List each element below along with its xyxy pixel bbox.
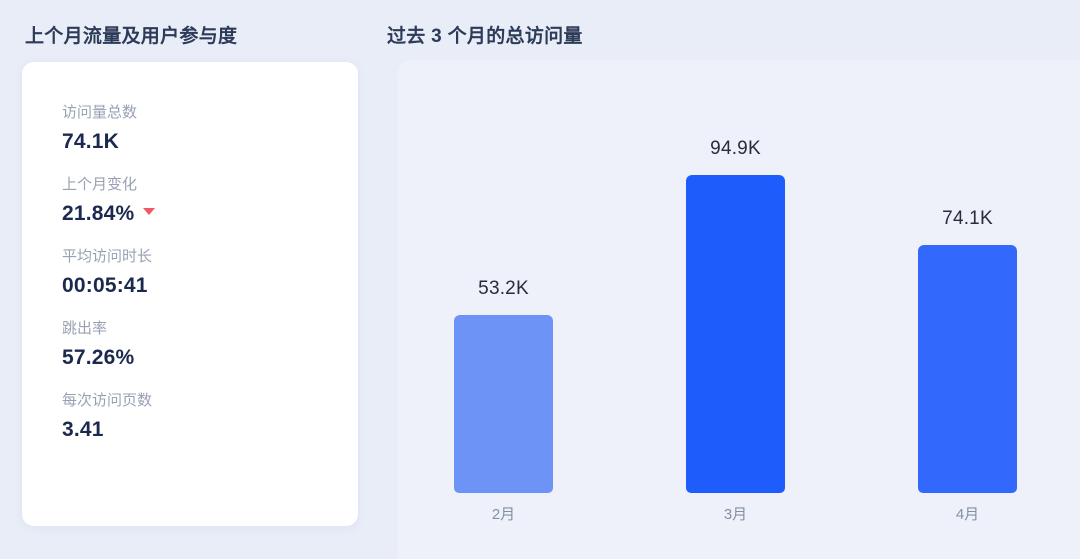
stat-item: 每次访问页数 3.41 bbox=[62, 391, 318, 443]
stat-value: 00:05:41 bbox=[62, 274, 148, 297]
stat-label: 上个月变化 bbox=[62, 176, 138, 193]
stats-card: 访问量总数 74.1K 上个月变化 21.84% 平均访问时长 00:05:41 跳出率 57… bbox=[22, 62, 358, 526]
stat-label: 每次访问页数 bbox=[62, 392, 153, 409]
bar-group: 74.1K 4月 bbox=[918, 208, 1017, 525]
chart-title: 过去 3 个月的总访问量 bbox=[387, 26, 583, 47]
stat-item: 跳出率 57.26% bbox=[62, 319, 318, 371]
bar-chart-plot-area: 53.2K 2月 94.9K 3月 74.1K 4月 bbox=[454, 138, 1017, 525]
bar-value-label: 53.2K bbox=[478, 278, 529, 299]
bar[interactable] bbox=[454, 315, 553, 493]
stat-value: 21.84% bbox=[62, 200, 318, 227]
trend-down-icon bbox=[143, 208, 156, 215]
stat-label: 跳出率 bbox=[62, 320, 108, 337]
stat-item: 平均访问时长 00:05:41 bbox=[62, 247, 318, 299]
bar[interactable] bbox=[686, 175, 785, 493]
bar-value-label: 74.1K bbox=[942, 208, 993, 229]
stat-value: 3.41 bbox=[62, 418, 104, 441]
bar-month-label: 2月 bbox=[491, 506, 516, 523]
bar-group: 94.9K 3月 bbox=[686, 138, 785, 525]
stat-label: 访问量总数 bbox=[62, 104, 138, 121]
stat-label: 平均访问时长 bbox=[62, 248, 153, 265]
left-section-title: 上个月流量及用户参与度 bbox=[25, 26, 238, 47]
bar-chart: 53.2K 2月 94.9K 3月 74.1K 4月 bbox=[398, 60, 1080, 559]
bar-month-label: 3月 bbox=[723, 506, 748, 523]
bar[interactable] bbox=[918, 245, 1017, 493]
bar-value-label: 94.9K bbox=[710, 138, 761, 159]
stat-value: 57.26% bbox=[62, 346, 135, 369]
bar-group: 53.2K 2月 bbox=[454, 278, 553, 525]
stat-value: 74.1K bbox=[62, 130, 120, 153]
stat-item: 访问量总数 74.1K bbox=[62, 103, 318, 155]
bar-month-label: 4月 bbox=[955, 506, 980, 523]
stat-item: 上个月变化 21.84% bbox=[62, 175, 318, 227]
